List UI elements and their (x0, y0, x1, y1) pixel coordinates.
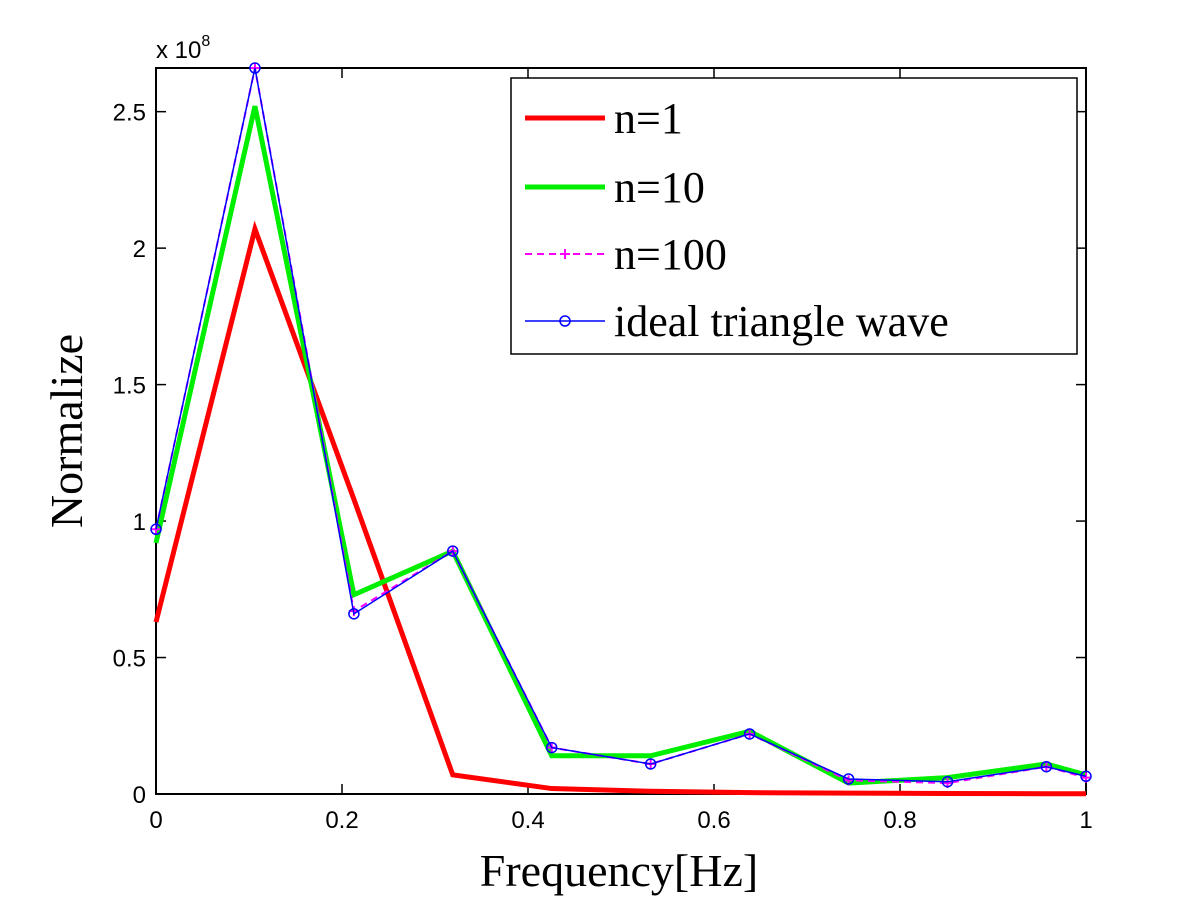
series-3 (150, 62, 1092, 788)
data-point (743, 728, 756, 740)
legend-item: n=100 (525, 230, 727, 279)
series-line (155, 67, 1087, 783)
tick-labels: 0 0.2 0.4 0.6 0.8 1 0 0.5 1 1.5 2 2.5 (113, 100, 1093, 834)
data-point (842, 773, 855, 785)
data-point (941, 775, 954, 788)
legend-label: n=100 (614, 230, 727, 279)
x-tick-label: 0 (149, 807, 162, 834)
y-axis-title: Normalize (41, 334, 92, 528)
data-point (644, 758, 657, 770)
series-line (153, 220, 1086, 797)
data-point (1080, 770, 1092, 783)
x-tick-label: 0.4 (511, 807, 544, 834)
y-tick-label: 2 (133, 236, 146, 263)
x-tick-label: 1 (1079, 807, 1092, 834)
y-tick-label: 1.5 (113, 373, 146, 400)
legend-label: n=10 (614, 163, 705, 212)
legend: n=1 n=10 n=100 ideal triangle wave (510, 77, 1078, 355)
legend-label: ideal triangle wave (614, 297, 949, 346)
legend-label: n=1 (614, 94, 683, 143)
data-point (1040, 760, 1053, 773)
y-tick-label: 0 (133, 782, 146, 809)
x-tick-label: 0.8 (883, 807, 916, 834)
x-tick-label: 0.2 (325, 807, 358, 834)
data-point (348, 608, 360, 620)
y-exponent-label: x 108 (156, 33, 210, 64)
series-layer (150, 62, 1092, 797)
series-line (155, 67, 1087, 785)
legend-item: n=10 (525, 163, 705, 212)
y-tick-label: 0.5 (113, 646, 146, 673)
legend-marker (560, 249, 570, 259)
legend-marker (559, 315, 571, 327)
legend-box (510, 77, 1078, 355)
data-point (249, 62, 261, 74)
legend-item: n=1 (525, 94, 683, 143)
y-tick-label: 2.5 (113, 100, 146, 127)
legend-item: ideal triangle wave (525, 297, 949, 346)
data-point (150, 523, 162, 536)
data-point (447, 545, 459, 557)
y-tick-label: 1 (133, 509, 146, 536)
x-axis-title: Frequency[Hz] (480, 845, 758, 896)
series-0 (153, 220, 1086, 797)
x-tick-label: 0.6 (697, 807, 730, 834)
data-point (545, 741, 558, 754)
